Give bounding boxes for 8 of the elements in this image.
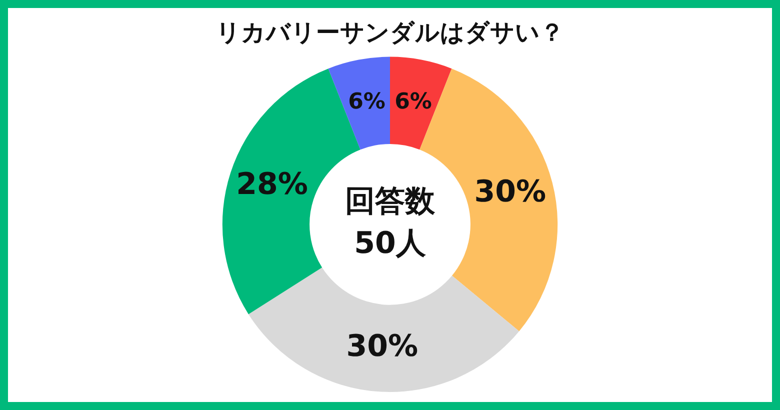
data-label: 6% (394, 89, 432, 114)
data-label: 28% (236, 166, 308, 202)
text: 回答数 (345, 184, 436, 220)
data-label: 30% (474, 174, 546, 210)
data-label: 30% (346, 328, 418, 364)
data-label: 6% (348, 89, 386, 114)
text: 50人 (354, 226, 427, 262)
chart-title: リカバリーサンダルはダサい？ (216, 18, 564, 47)
